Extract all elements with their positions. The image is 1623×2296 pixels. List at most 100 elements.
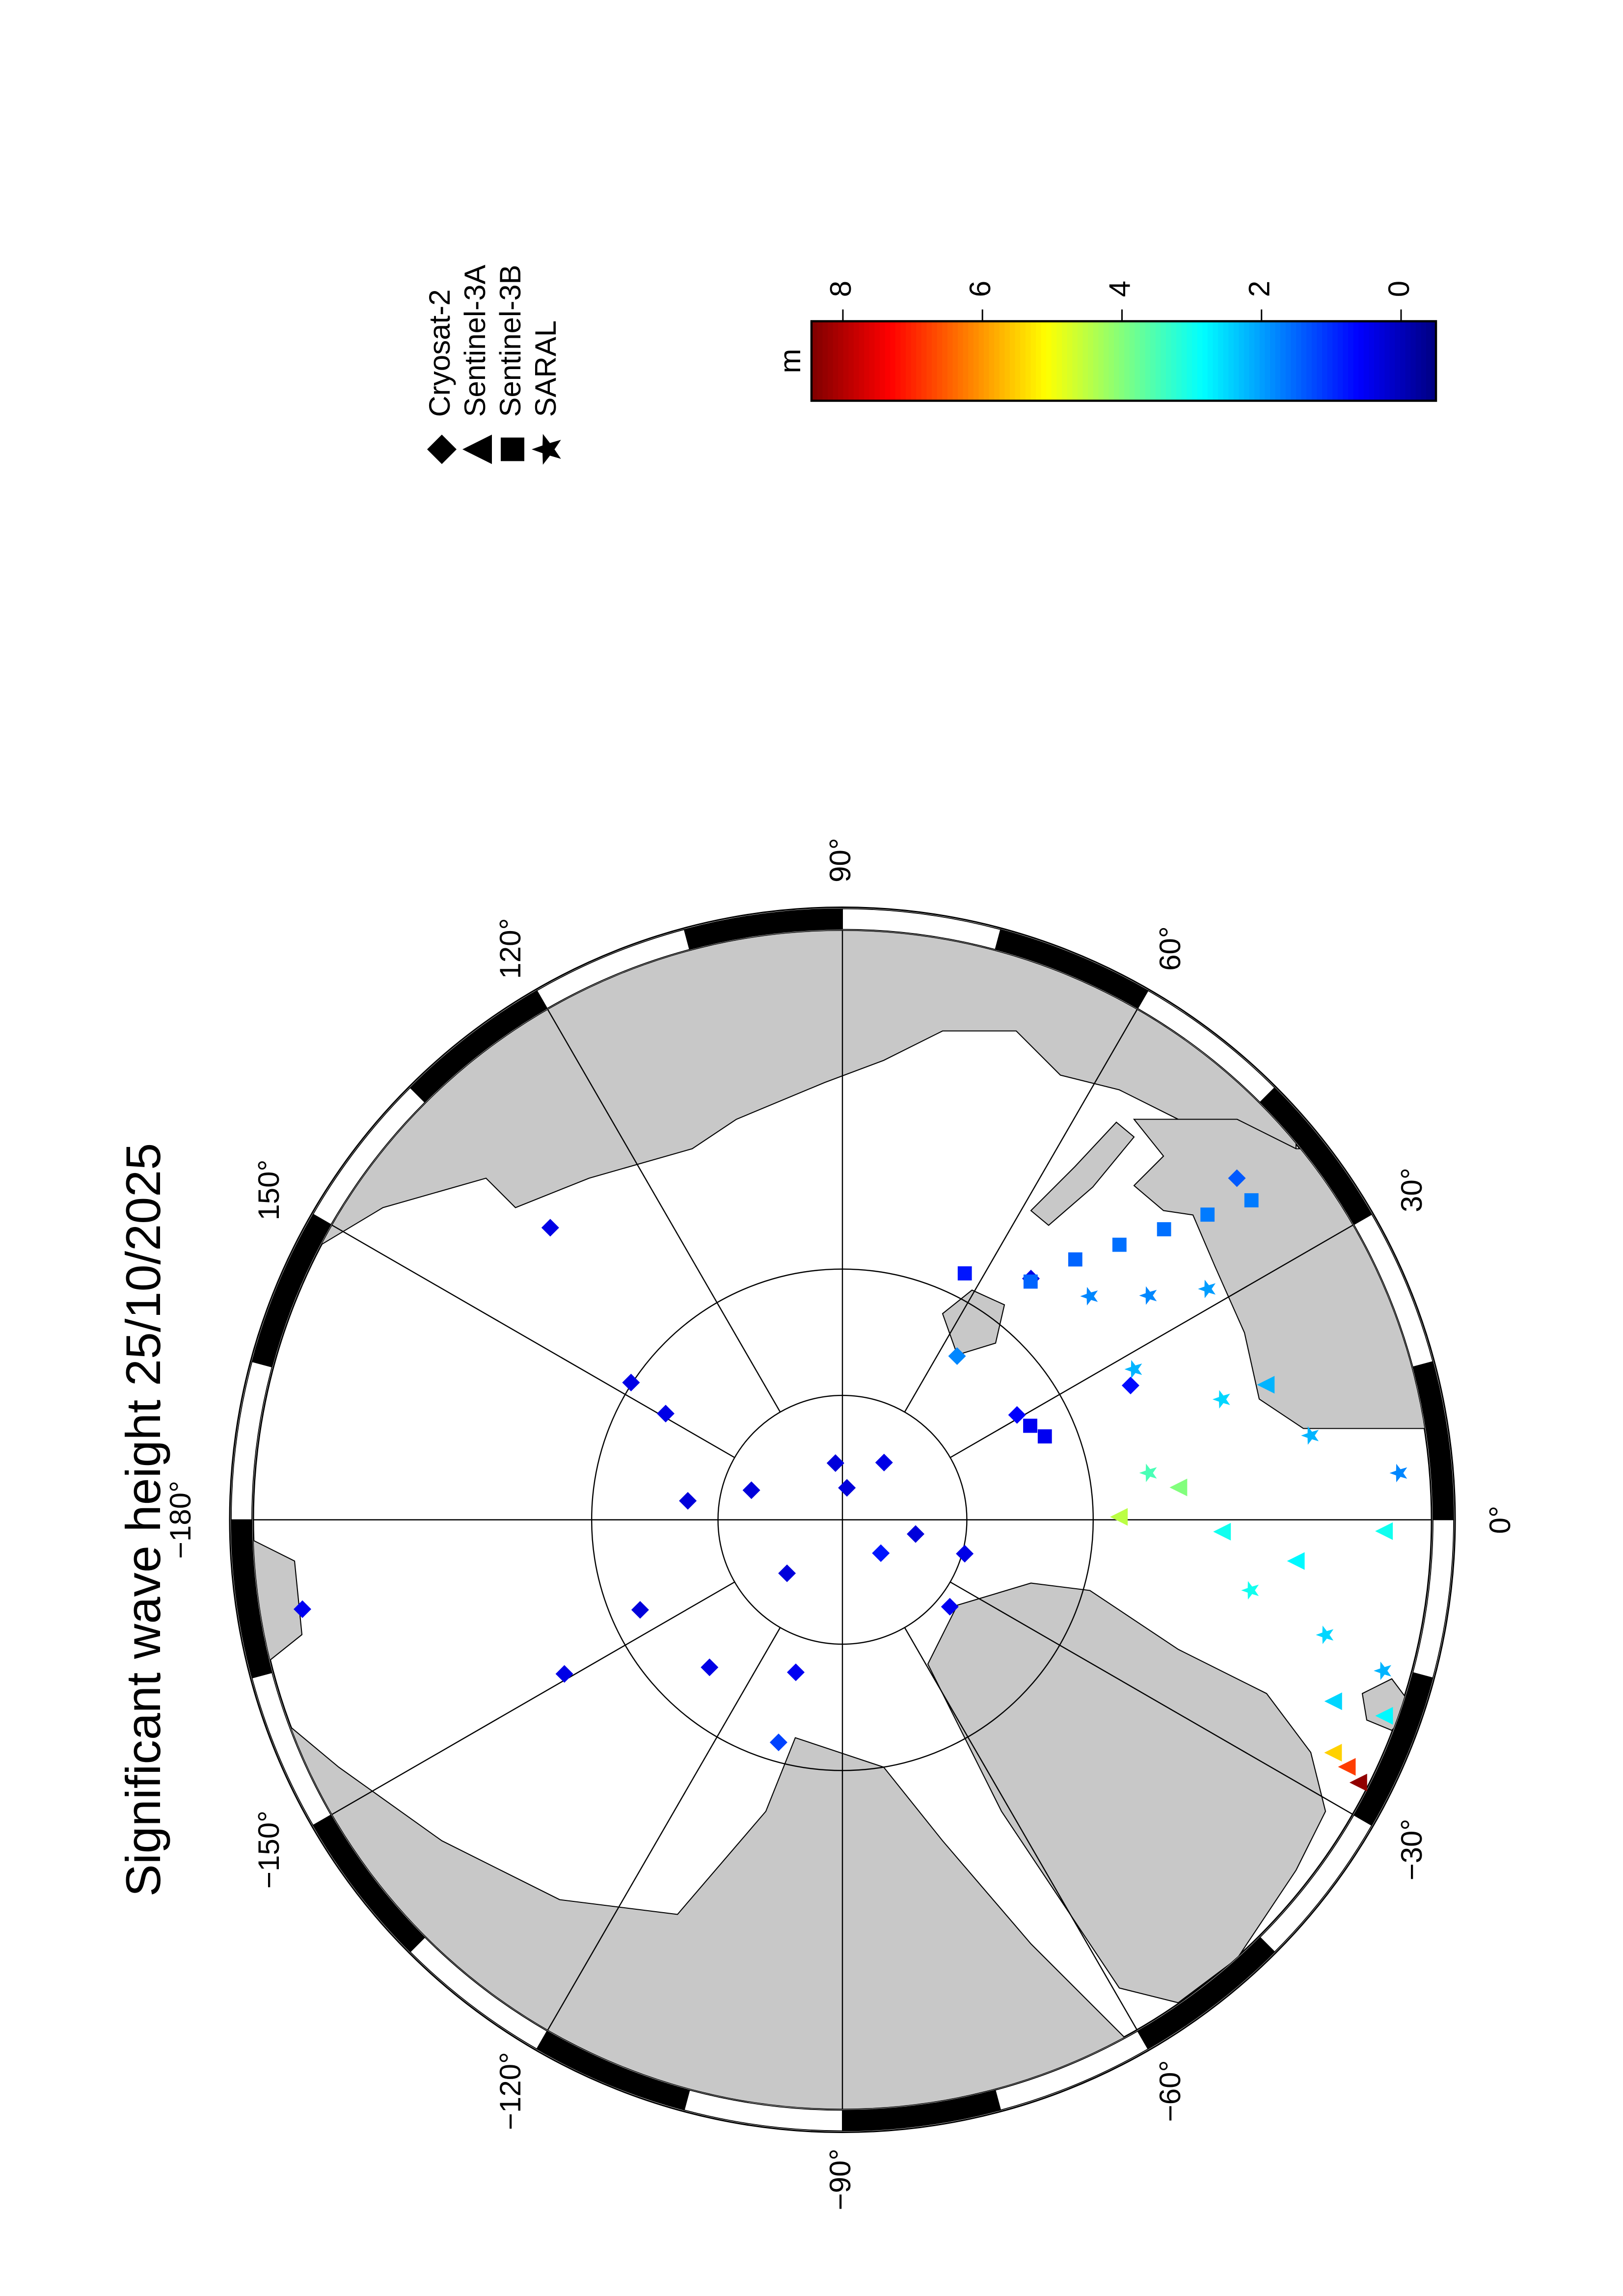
colorbar-strip bbox=[868, 321, 875, 401]
colorbar-strip bbox=[1259, 321, 1265, 401]
colorbar-strip bbox=[1092, 321, 1099, 401]
colorbar-strip bbox=[1181, 321, 1187, 401]
colorbar-strip bbox=[1155, 321, 1161, 401]
lon-tick-label: 60° bbox=[1154, 926, 1187, 971]
colorbar-strip bbox=[978, 321, 984, 401]
colorbar-strip bbox=[1202, 321, 1208, 401]
colorbar-strip bbox=[1363, 321, 1369, 401]
colorbar-tick-label: 8 bbox=[824, 281, 857, 297]
colorbar-strip bbox=[1150, 321, 1156, 401]
legend-label: SARAL bbox=[529, 320, 562, 417]
colorbar-strip bbox=[1082, 321, 1088, 401]
colorbar-strip bbox=[1368, 321, 1374, 401]
colorbar-strip bbox=[842, 321, 849, 401]
colorbar-strip bbox=[1410, 321, 1416, 401]
frame-outer bbox=[229, 907, 1456, 2133]
colorbar-strip bbox=[822, 321, 828, 401]
observation-marker bbox=[941, 1598, 959, 1616]
observation-marker bbox=[1037, 1429, 1052, 1443]
colorbar-strip bbox=[1321, 321, 1327, 401]
colorbar-strip bbox=[936, 321, 943, 401]
colorbar-strip bbox=[1077, 321, 1083, 401]
colorbar-strip bbox=[1228, 321, 1234, 401]
observation-marker bbox=[1349, 1773, 1367, 1791]
colorbar-strip bbox=[1420, 321, 1426, 401]
observation-marker bbox=[1374, 1661, 1391, 1681]
colorbar-strip bbox=[890, 321, 895, 401]
legend-label: Sentinel-3A bbox=[459, 265, 491, 417]
colorbar-strip bbox=[1285, 321, 1291, 401]
colorbar-strip bbox=[1014, 321, 1021, 401]
colorbar-tick-label: 2 bbox=[1243, 281, 1276, 297]
observation-marker bbox=[1112, 1237, 1127, 1252]
lon-tick-label: −120° bbox=[494, 2052, 527, 2130]
colorbar-strip bbox=[848, 321, 854, 401]
colorbar-strip bbox=[812, 321, 817, 401]
colorbar-strip bbox=[1217, 321, 1223, 401]
observation-marker bbox=[1241, 1581, 1259, 1600]
colorbar-tick-label: 4 bbox=[1103, 281, 1136, 297]
meridian bbox=[904, 1009, 1138, 1413]
colorbar-unit: m bbox=[774, 349, 807, 374]
colorbar-strip bbox=[905, 321, 911, 401]
observation-marker bbox=[826, 1454, 844, 1472]
colorbar-strip bbox=[1129, 321, 1135, 401]
colorbar-strip bbox=[1425, 321, 1432, 401]
observation-marker bbox=[1080, 1287, 1098, 1306]
observation-marker bbox=[907, 1525, 925, 1543]
legend-label: Cryosat-2 bbox=[423, 289, 456, 417]
observation-marker bbox=[631, 1601, 649, 1619]
colorbar-strip bbox=[1295, 321, 1301, 401]
colorbar-strip bbox=[1337, 321, 1343, 401]
observation-marker bbox=[701, 1658, 719, 1677]
colorbar-strip bbox=[1316, 321, 1322, 401]
observation-marker bbox=[1212, 1390, 1230, 1409]
observation-marker bbox=[875, 1453, 893, 1471]
colorbar-strip bbox=[1196, 321, 1203, 401]
meridian bbox=[332, 1581, 735, 1815]
colorbar-strip bbox=[1233, 321, 1239, 401]
lon-tick-label: −30° bbox=[1395, 1819, 1428, 1881]
colorbar-strip bbox=[1243, 321, 1249, 401]
colorbar-strip bbox=[1040, 321, 1047, 401]
colorbar-strip bbox=[973, 321, 979, 401]
colorbar-strip bbox=[1113, 321, 1119, 401]
colorbar-strip bbox=[1431, 321, 1437, 401]
meridian bbox=[904, 1627, 1138, 2030]
colorbar-strip bbox=[1139, 321, 1145, 401]
observation-marker bbox=[742, 1481, 760, 1499]
svalbard bbox=[942, 1289, 1005, 1356]
observation-marker bbox=[1023, 1418, 1037, 1433]
lon-tick-label: 120° bbox=[494, 918, 527, 979]
alaska bbox=[253, 1530, 303, 1665]
observation-marker bbox=[1139, 1464, 1157, 1482]
observation-marker bbox=[1389, 1464, 1407, 1483]
map-frame: 0° 30° 60° 90° 120° 150° −180° −150° −120° −90° −6… bbox=[164, 838, 1516, 2210]
colorbar-strip bbox=[1254, 321, 1260, 401]
colorbar-strip bbox=[1311, 321, 1317, 401]
colorbar-border bbox=[810, 320, 1437, 402]
land bbox=[253, 931, 1432, 2109]
legend-marker bbox=[532, 434, 561, 465]
legend-marker bbox=[427, 434, 457, 464]
colorbar-strip bbox=[1186, 321, 1192, 401]
novaya-zemlya bbox=[1030, 1121, 1135, 1226]
colorbar-strip bbox=[827, 321, 833, 401]
observation-marker bbox=[1338, 1758, 1356, 1776]
colorbar-strip bbox=[874, 321, 880, 401]
colorbar-strip bbox=[988, 321, 995, 401]
observation-marker bbox=[1008, 1406, 1026, 1424]
observation-marker bbox=[541, 1219, 559, 1237]
colorbar-strip bbox=[1144, 321, 1151, 401]
colorbar-strip bbox=[1373, 321, 1380, 401]
colorbar-strip bbox=[1134, 321, 1140, 401]
observation-marker bbox=[1110, 1508, 1128, 1526]
lon-tick-label: −150° bbox=[252, 1811, 285, 1889]
colorbar-strip bbox=[1170, 321, 1177, 401]
colorbar-strip bbox=[816, 321, 823, 401]
colorbar-strip bbox=[1405, 321, 1411, 401]
observation-marker bbox=[1375, 1522, 1393, 1540]
colorbar-strip bbox=[962, 321, 969, 401]
observation-marker bbox=[1023, 1274, 1038, 1289]
